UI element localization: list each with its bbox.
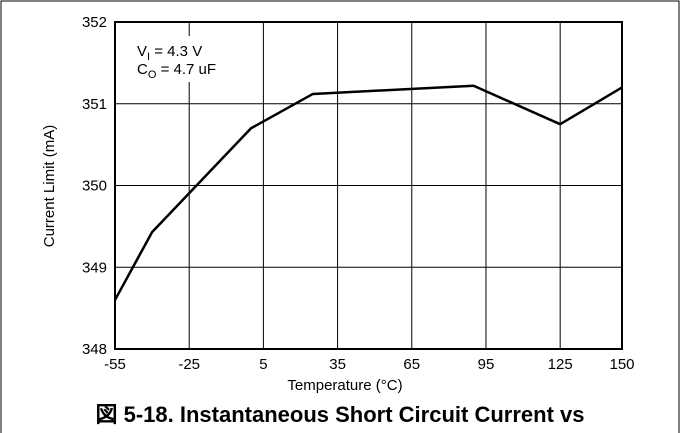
annotation-sub: O [148, 69, 157, 81]
x-tick-label: 5 [259, 356, 267, 373]
chart-title: 図 5-18. Instantaneous Short Circuit Curr… [96, 402, 585, 427]
x-tick-label: -55 [104, 356, 126, 373]
y-tick-label: 352 [82, 14, 107, 31]
annotation-bg [133, 36, 253, 82]
line-series [113, 84, 623, 301]
annotation-text: C [137, 61, 148, 78]
y-tick-label: 350 [82, 178, 107, 195]
x-axis-label: Temperature (°C) [287, 377, 402, 394]
y-axis-label: Current Limit (mA) [41, 125, 58, 248]
annotation-text: V [137, 43, 147, 60]
x-tick-label: 150 [609, 356, 634, 373]
y-tick-label: 351 [82, 96, 107, 113]
x-tick-label: -25 [178, 356, 200, 373]
x-tick-label: 35 [329, 356, 346, 373]
y-tick-label: 349 [82, 259, 107, 276]
annotation: VI = 4.3 V [137, 43, 202, 63]
y-tick-label: 348 [82, 341, 107, 358]
annotation-text: = 4.7 uF [156, 61, 216, 78]
annotation: CO = 4.7 uF [137, 61, 216, 81]
annotation-sub: I [147, 51, 150, 63]
plot-border [114, 21, 623, 350]
x-tick-label: 125 [548, 356, 573, 373]
annotation-text: = 4.3 V [150, 43, 202, 60]
x-tick-label: 65 [403, 356, 420, 373]
x-tick-label: 95 [478, 356, 495, 373]
